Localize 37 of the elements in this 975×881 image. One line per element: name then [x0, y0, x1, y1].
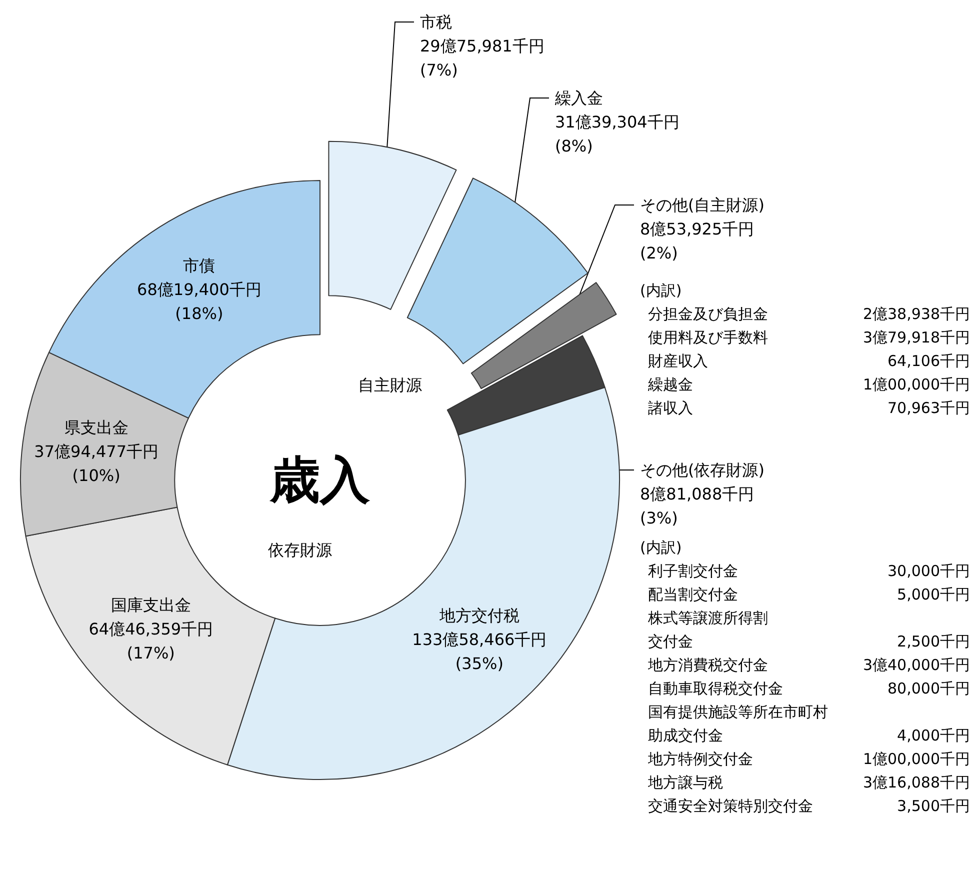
text: 助成交付金 4,000千円	[648, 726, 970, 744]
text: 依存財源	[268, 540, 332, 560]
slice-label: 市債	[183, 256, 216, 276]
data-label: 68億19,400千円 (18%)	[137, 280, 262, 324]
text: 配当割交付金 5,000千円	[648, 586, 970, 604]
text: 歳入	[269, 451, 371, 509]
text: 国有提供施設等所在市町村	[648, 703, 828, 721]
slice-label: 県支出金	[64, 418, 128, 438]
text: 地方消費税交付金 3億40,000千円	[648, 656, 970, 674]
data-label: 31億39,304千円 (8%)	[555, 112, 680, 156]
data-label: 133億58,466千円 (35%)	[412, 630, 547, 673]
data-label: 8億53,925千円 (2%)	[640, 220, 754, 262]
text: (内訳)	[640, 538, 682, 556]
text: 株式等譲渡所得割	[647, 609, 768, 627]
text: 繰越金 1億00,000千円	[648, 376, 970, 394]
text: 交付金 2,500千円	[648, 632, 970, 650]
text: 交通安全対策特別交付金 3,500千円	[648, 797, 970, 815]
text: 地方特例交付金 1億00,000千円	[648, 750, 970, 768]
data-label: 64億46,359千円 (17%)	[88, 620, 214, 663]
text: 地方譲与税 3億16,088千円	[648, 774, 970, 792]
slice-label: 繰入金	[554, 88, 603, 108]
data-label: 37億94,477千円 (10%)	[34, 442, 158, 486]
data-label: 29億75,981千円 (7%)	[420, 36, 544, 80]
text: 自主財源	[358, 376, 422, 394]
text: 分担金及び負担金 2億38,938千円	[648, 305, 970, 323]
slice-label: その他(依存財源)	[640, 460, 764, 480]
text: 使用料及び手数料 3億79,918千円	[648, 328, 970, 346]
text: (内訳)	[640, 282, 682, 300]
slice-label: その他(自主財源)	[640, 196, 764, 214]
slice-label: 市税	[420, 12, 452, 32]
text: 諸収入 70,963千円	[648, 399, 970, 417]
slice-label: 地方交付税	[438, 606, 520, 625]
data-label: 8億81,088千円 (3%)	[640, 484, 754, 528]
text: 利子割交付金 30,000千円	[648, 562, 970, 580]
text: 自動車取得税交付金 80,000千円	[648, 680, 970, 698]
slice-label: 国庫支出金	[110, 596, 191, 615]
text: 財産収入 64,106千円	[648, 352, 970, 370]
